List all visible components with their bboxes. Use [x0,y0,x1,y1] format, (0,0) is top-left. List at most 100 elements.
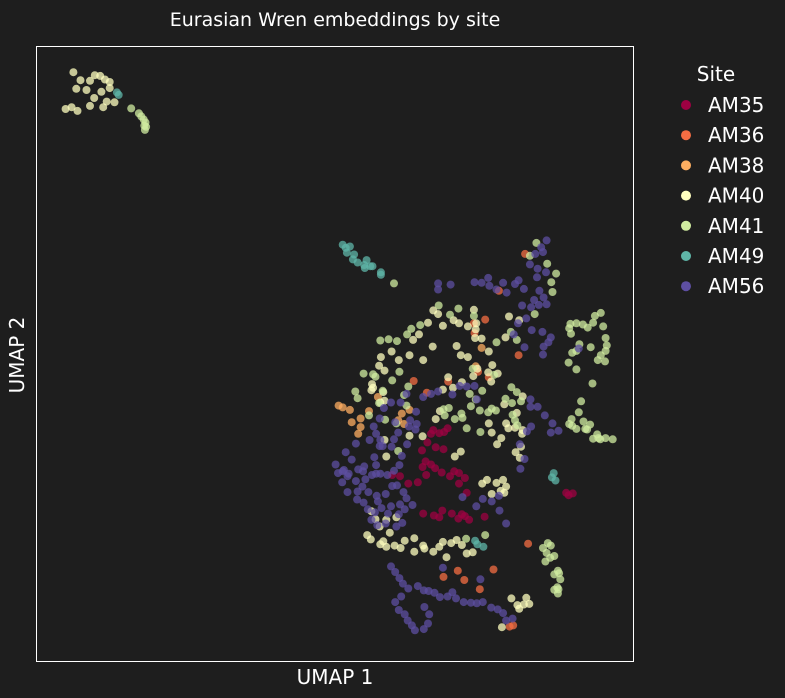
point-am36-11 [524,539,533,548]
point-am56-34 [462,382,471,391]
point-am56-128 [391,598,400,607]
point-am49-13 [362,256,371,265]
point-am36-17 [509,621,518,630]
point-am38-5 [354,429,363,438]
point-am56-137 [478,494,487,503]
point-am41-107 [465,389,474,398]
legend-marker-am35 [681,100,691,110]
point-am35-13 [422,471,431,479]
point-am41-70 [353,394,362,403]
point-am41-13 [578,320,587,329]
point-am35-35 [568,489,577,498]
point-am56-93 [359,498,368,507]
point-am40-82 [456,447,465,456]
point-am35-8 [439,445,448,454]
point-am40-98 [376,540,385,549]
point-am40-103 [429,547,438,556]
point-am40-107 [452,536,461,544]
point-am56-113 [478,598,487,607]
x-axis-label: UMAP 1 [297,665,374,689]
point-am40-61 [493,440,502,449]
point-am41-102 [462,534,471,543]
point-am40-35 [471,334,480,342]
point-am41-68 [369,370,378,379]
point-am56-126 [400,610,409,619]
point-am56-83 [370,508,379,517]
point-am41-14 [572,319,581,328]
point-am40-79 [487,490,496,498]
point-am56-56 [406,416,415,425]
point-am40-29 [405,351,414,360]
point-am38-4 [356,423,365,432]
point-am56-33 [470,381,479,390]
point-am40-40 [469,305,478,314]
point-am41-73 [404,382,413,391]
point-am40-126 [507,594,516,603]
point-am56-41 [402,389,411,398]
point-am40-20 [434,310,443,319]
point-am40-28 [409,335,418,344]
point-am40-100 [400,536,409,545]
point-am40-105 [438,537,447,546]
point-am40-112 [385,528,394,537]
point-am41-64 [388,376,397,385]
point-am41-94 [458,413,467,422]
legend-label-am56: AM56 [708,274,764,298]
point-am35-37 [437,468,446,477]
point-am41-22 [593,356,602,365]
point-am41-62 [553,589,562,598]
point-am56-65 [372,461,381,470]
point-am38-9 [397,409,406,418]
point-am41-33 [574,408,583,417]
point-am40-119 [382,542,391,551]
point-am41-105 [468,364,477,373]
point-am56-24 [477,278,486,287]
point-am40-52 [487,377,496,386]
point-am41-86 [508,399,516,408]
point-am49-18 [551,476,560,485]
point-am56-162 [370,453,379,462]
legend-marker-am56 [681,281,691,292]
point-am38-6 [356,414,365,423]
point-am40-36 [463,353,472,362]
point-am35-19 [460,474,469,482]
point-am41-23 [601,357,609,366]
point-am56-144 [515,440,524,449]
point-am40-62 [497,434,506,443]
point-am41-63 [395,367,404,376]
point-am36-12 [489,565,498,574]
point-am56-160 [344,469,353,478]
point-am56-46 [369,422,378,431]
point-am56-1 [542,236,551,245]
point-am40-42 [505,312,513,321]
legend-items: AM35 AM36 AM38 AM40 AM41 AM49 AM56 [681,93,764,298]
point-am49-21 [471,536,480,545]
point-am56-149 [533,402,542,411]
point-am40-128 [497,623,506,632]
point-am41-118 [384,335,393,344]
point-am56-26 [434,279,443,288]
point-am41-41 [586,420,595,429]
point-am56-170 [408,501,417,509]
point-am40-0 [69,68,78,77]
point-am41-39 [579,417,588,426]
point-am56-20 [499,278,508,287]
point-am56-14 [522,314,531,323]
legend-marker-am41 [681,220,691,231]
point-am40-120 [410,547,419,556]
point-am49-12 [368,262,377,271]
point-am41-79 [466,402,475,411]
point-am35-6 [418,446,426,455]
point-am56-110 [459,598,468,607]
point-am41-113 [543,259,552,268]
point-am56-114 [487,603,496,612]
point-am56-28 [434,285,443,294]
point-am56-148 [526,395,535,404]
point-am40-50 [469,372,478,381]
point-am56-152 [540,411,549,420]
point-am41-57 [555,569,564,578]
point-am41-7 [140,125,149,134]
point-am36-18 [475,585,484,594]
series-am56 [331,236,583,635]
point-am35-12 [413,478,422,487]
